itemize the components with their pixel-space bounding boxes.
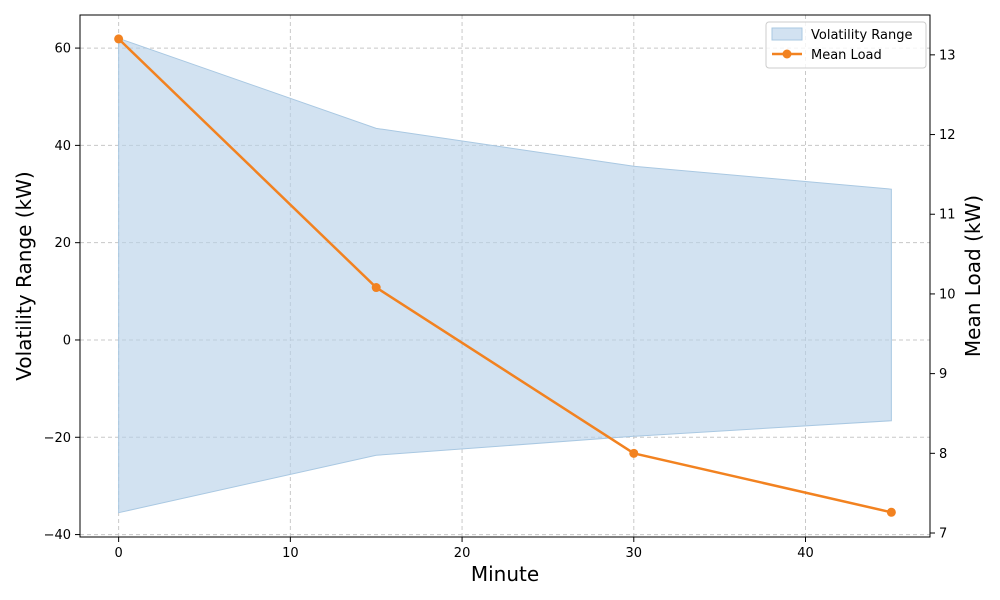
y-right-axis-title: Mean Load (kW) <box>961 195 985 357</box>
mean-load-point <box>114 34 124 44</box>
x-tick-label: 0 <box>114 546 122 561</box>
y-left-tick-label: 0 <box>63 333 71 348</box>
mean-load-point <box>371 283 381 293</box>
y-left-axis-title: Volatility Range (kW) <box>12 171 36 380</box>
legend-swatch-volatility-range <box>771 27 803 41</box>
y-left-tick-label: 40 <box>54 139 71 154</box>
x-axis-ticks: 0 10 20 30 40 <box>114 537 814 561</box>
y-left-axis-ticks: −40 −20 0 20 40 60 <box>44 42 80 543</box>
legend-marker-mean-load <box>782 49 792 59</box>
y-left-tick-label: −40 <box>44 528 71 543</box>
x-axis-title: Minute <box>471 562 539 586</box>
y-left-tick-label: 60 <box>54 42 71 57</box>
volatility-band-layer <box>118 37 892 514</box>
legend-label-mean-load: Mean Load <box>811 48 882 63</box>
y-right-axis-ticks: 7 8 9 10 11 12 13 <box>930 48 956 542</box>
mean-load-line <box>117 38 892 514</box>
y-left-tick-label: −20 <box>44 431 71 446</box>
x-tick-label: 30 <box>626 546 643 561</box>
mean-load-point <box>629 448 639 458</box>
x-tick-label: 20 <box>454 546 471 561</box>
volatility-range-band <box>118 37 892 514</box>
y-left-tick-label: 20 <box>54 236 71 251</box>
x-tick-label: 40 <box>797 546 814 561</box>
mean-load-line-layer <box>114 34 896 517</box>
y-right-tick-label: 10 <box>939 287 956 302</box>
y-right-tick-label: 13 <box>939 48 956 63</box>
y-right-tick-label: 11 <box>939 208 956 223</box>
y-right-tick-label: 12 <box>939 128 956 143</box>
legend-label-volatility-range: Volatility Range <box>811 28 912 43</box>
y-right-tick-label: 9 <box>939 367 947 382</box>
mean-load-point <box>886 507 896 517</box>
legend-box <box>765 21 927 69</box>
x-tick-label: 10 <box>282 546 299 561</box>
y-right-tick-label: 8 <box>939 447 947 462</box>
plot-frame <box>79 14 931 538</box>
legend: Volatility Range Mean Load <box>765 21 927 69</box>
y-right-tick-label: 7 <box>939 527 947 542</box>
